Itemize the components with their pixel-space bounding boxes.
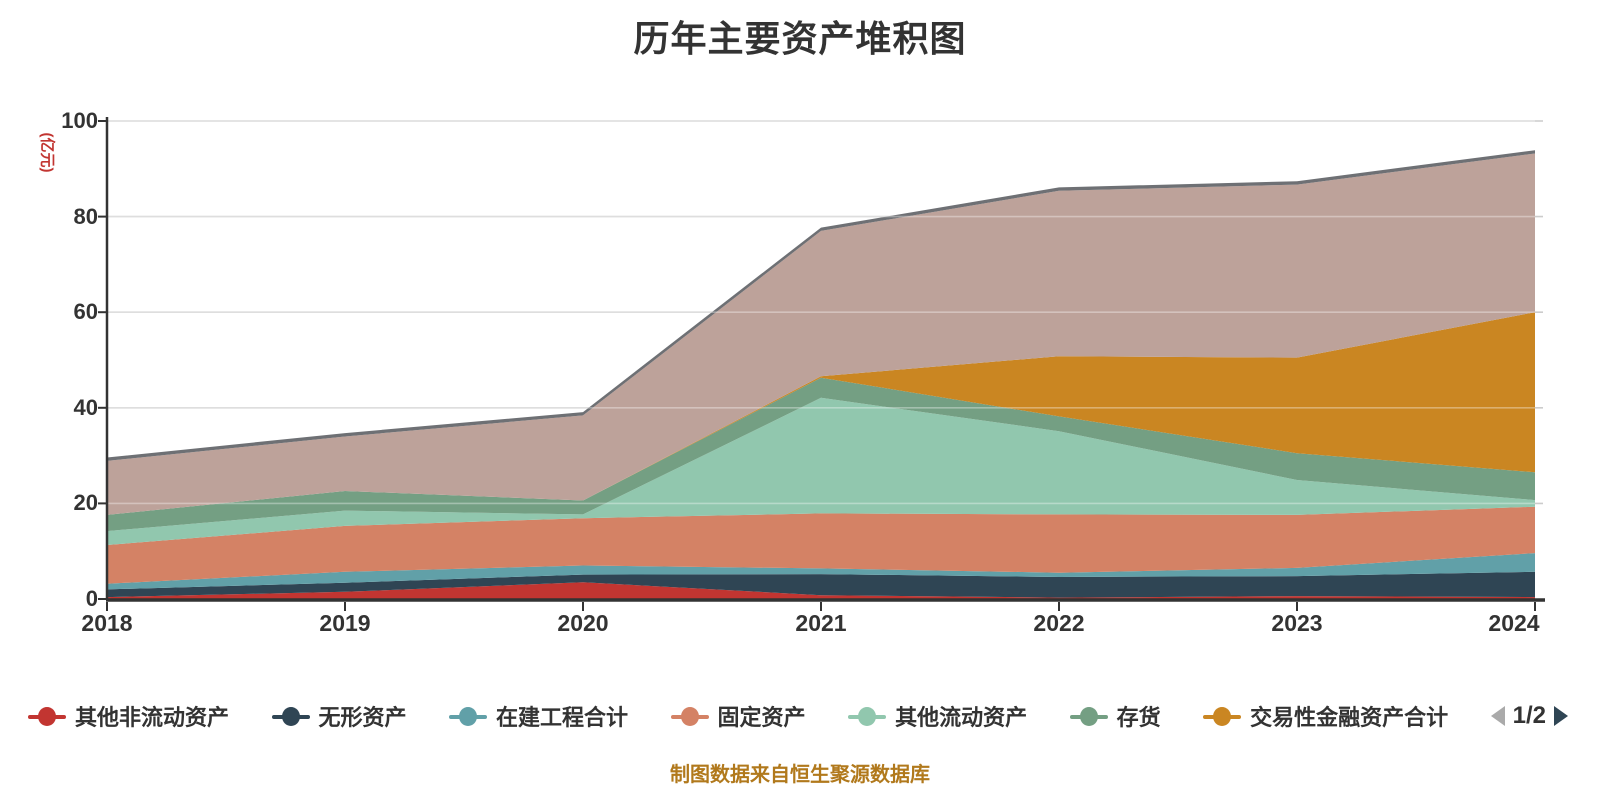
y-tick-label-0: 0 [85,586,98,611]
legend-item-4[interactable]: 其他流动资产 [848,700,1027,732]
x-tick-label-2022: 2022 [1033,610,1085,636]
legend-item-label: 其他流动资产 [895,705,1028,730]
y-tick-label-100: 100 [61,108,98,133]
x-tick-label-2018: 2018 [81,610,133,636]
stacked-area-plot [98,117,1545,611]
y-tick-label-80: 80 [73,203,98,229]
area-series-6 [107,312,1535,515]
y-tick-label-40: 40 [73,394,98,420]
legend-item-label: 在建工程合计 [496,705,629,730]
legend-item-label: 存货 [1116,705,1161,730]
area-series-1 [107,571,1535,598]
legend-item-label: 无形资产 [318,705,407,730]
area-series-5 [107,377,1535,532]
x-tick-label-2021: 2021 [795,610,847,636]
x-tick-label-2024: 2024 [1488,610,1540,636]
legend-line-dot-icon [28,706,66,726]
x-tick-label-2020: 2020 [557,610,609,636]
legend-line-dot-icon [1203,706,1242,726]
area-series-4 [107,397,1535,545]
legend-line-dot-icon [848,706,887,726]
legend-item-6[interactable]: 交易性金融资产合计 [1203,700,1448,732]
legend-item-label: 其他非流动资产 [75,705,230,730]
y-tick-label-60: 60 [73,299,98,325]
legend-item-1[interactable]: 无形资产 [271,700,407,732]
legend-line-dot-icon [449,706,488,726]
area-series-0 [107,582,1535,599]
legend-item-label: 交易性金融资产合计 [1250,705,1449,730]
legend-line-dot-icon [271,706,310,726]
legend: 其他非流动资产 无形资产 在建工程合计 固定资产 其他流动资产 存货 交易性金融资产合计 1/… [28,700,1568,732]
x-tick-label-2019: 2019 [319,610,371,636]
legend-item-5[interactable]: 存货 [1069,700,1161,732]
legend-pager: 1/2 [1490,702,1568,730]
x-tick-label-2023: 2023 [1271,610,1323,636]
legend-item-3[interactable]: 固定资产 [670,700,806,732]
area-series-7 [107,153,1535,515]
legend-prev-page-icon[interactable] [1490,706,1505,726]
area-series-2 [107,553,1535,590]
area-series-3 [107,506,1535,584]
chart-title: 历年主要资产堆积图 [633,18,967,59]
legend-line-dot-icon [1069,706,1108,726]
legend-item-0[interactable]: 其他非流动资产 [28,700,229,732]
y-tick-label-20: 20 [73,490,98,516]
legend-line-dot-icon [670,706,709,726]
legend-page-indicator: 1/2 [1512,702,1546,729]
legend-next-page-icon[interactable] [1553,706,1568,726]
data-source-caption: 制图数据来自恒生聚源数据库 [670,764,930,786]
legend-item-label: 固定资产 [717,705,806,730]
legend-item-2[interactable]: 在建工程合计 [449,700,628,732]
